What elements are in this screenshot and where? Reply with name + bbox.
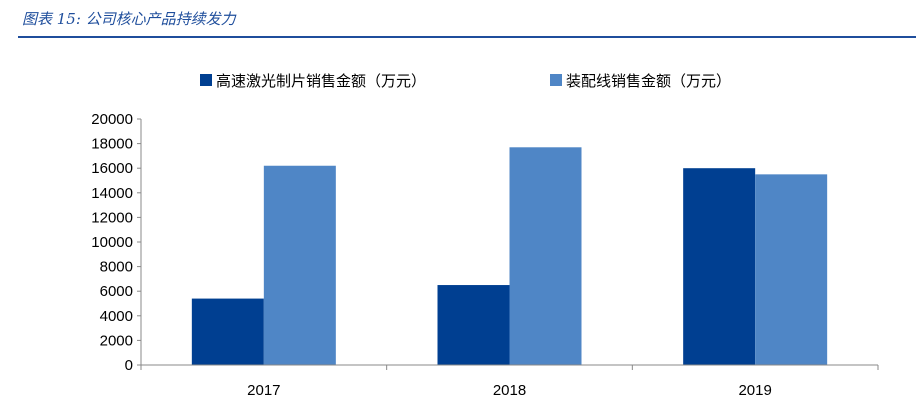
y-tick-label: 12000 bbox=[91, 209, 133, 226]
x-tick-label: 2019 bbox=[738, 382, 771, 399]
bar-assembly-line-2019 bbox=[755, 174, 828, 365]
legend-label: 装配线销售金额（万元） bbox=[566, 72, 731, 90]
caption-divider bbox=[18, 36, 916, 38]
y-tick-label: 16000 bbox=[91, 160, 133, 177]
legend-swatch bbox=[200, 74, 212, 86]
legend: 高速激光制片销售金额（万元） 装配线销售金额（万元） bbox=[200, 72, 731, 90]
legend-label: 高速激光制片销售金额（万元） bbox=[216, 72, 426, 90]
y-tick-label: 8000 bbox=[100, 259, 133, 276]
y-axis: 0 2000 4000 6000 8000 10000 12000 14000 16000 180… bbox=[91, 111, 142, 374]
legend-swatch bbox=[550, 74, 562, 86]
x-tick-label: 2017 bbox=[247, 382, 280, 399]
y-tick-label: 6000 bbox=[100, 283, 133, 300]
y-tick-label: 10000 bbox=[91, 234, 133, 251]
bars bbox=[191, 147, 828, 365]
figure-caption: 图表 15: 公司核心产品持续发力 bbox=[22, 10, 236, 28]
y-tick-label: 0 bbox=[125, 357, 133, 374]
bar-laser-cutting-2017 bbox=[191, 298, 264, 365]
bar-laser-cutting-2019 bbox=[683, 168, 756, 365]
bar-assembly-line-2018 bbox=[509, 147, 582, 365]
y-tick-label: 4000 bbox=[100, 308, 133, 325]
y-tick-label: 20000 bbox=[91, 111, 133, 128]
y-tick-label: 2000 bbox=[100, 332, 133, 349]
bar-laser-cutting-2018 bbox=[437, 285, 510, 365]
x-axis: 2017 2018 2019 bbox=[140, 364, 879, 399]
y-tick-label: 14000 bbox=[91, 185, 133, 202]
bar-assembly-line-2017 bbox=[263, 165, 336, 365]
y-tick-label: 18000 bbox=[91, 136, 133, 153]
x-tick-label: 2018 bbox=[493, 382, 526, 399]
